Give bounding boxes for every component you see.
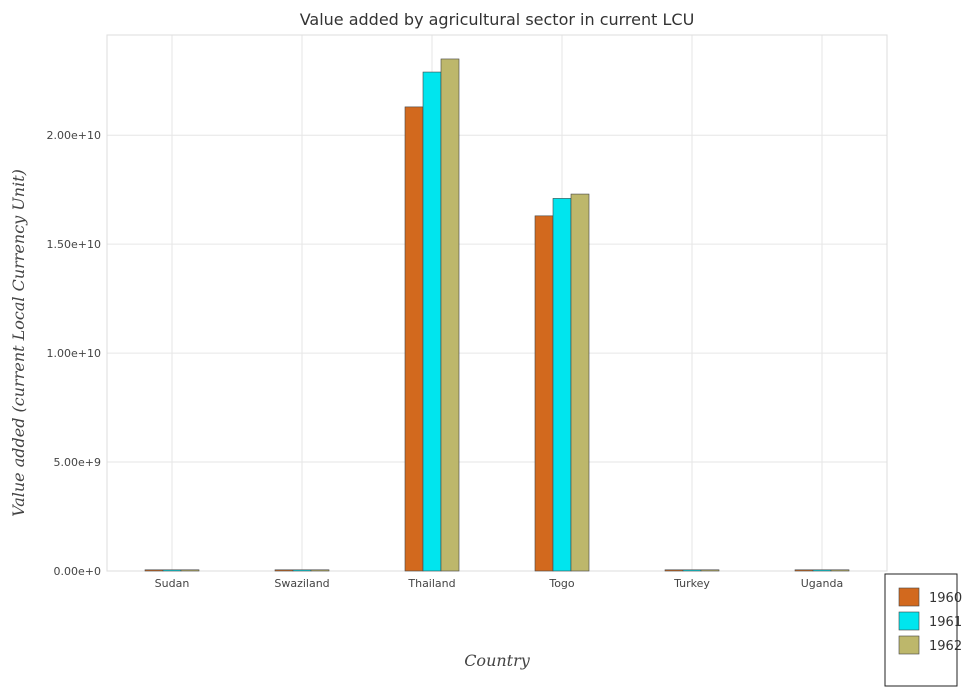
y-tick-label: 1.00e+10 [47,347,101,360]
y-tick-label: 1.50e+10 [47,238,101,251]
x-tick-label: Togo [548,577,575,590]
bar-1962-swaziland [310,569,330,572]
legend-swatch-1960 [898,587,920,607]
bar-1960-thailand [404,106,424,572]
chart-title: Value added by agricultural sector in cu… [300,10,695,29]
legend-box [884,573,958,687]
bar-1960-swaziland [274,569,294,572]
y-tick-label: 2.00e+10 [47,129,101,142]
bar-1962-uganda [830,569,850,572]
legend-swatch-1962 [898,635,920,655]
bar-1961-thailand [422,71,442,572]
x-tick-label: Thailand [407,577,455,590]
legend: 1960 1961 1962 [884,573,962,687]
x-tick-label: Turkey [673,577,710,590]
bar-1961-sudan [162,569,182,572]
legend-label-1962: 1962 [929,639,962,654]
bar-1961-swaziland [292,569,312,572]
grid [106,34,888,572]
bar-1960-turkey [664,569,684,572]
legend-swatch-1961 [898,611,920,631]
bars [144,58,850,572]
y-axis-label: Value added (current Local Currency Unit… [9,169,28,517]
y-tick-label: 0.00e+0 [54,565,101,578]
bar-1960-uganda [794,569,814,572]
ticks: 0.00e+0 5.00e+9 1.00e+10 1.50e+10 2.00e+10 Su… [47,129,844,590]
legend-label-1960: 1960 [929,591,962,606]
bar-1960-togo [534,215,554,572]
x-tick-label: Swaziland [274,577,329,590]
bar-1962-sudan [180,569,200,572]
bar-1961-turkey [682,569,702,572]
bar-1961-uganda [812,569,832,572]
x-tick-label: Sudan [155,577,190,590]
plot-border [106,34,888,572]
x-axis-label: Country [464,651,531,670]
bar-1962-togo [570,193,590,572]
x-tick-label: Uganda [801,577,843,590]
bar-1962-thailand [440,58,460,572]
bar-1962-turkey [700,569,720,572]
y-tick-label: 5.00e+9 [54,456,101,469]
legend-label-1961: 1961 [929,615,962,630]
bar-1960-sudan [144,569,164,572]
bar-1961-togo [552,198,572,572]
